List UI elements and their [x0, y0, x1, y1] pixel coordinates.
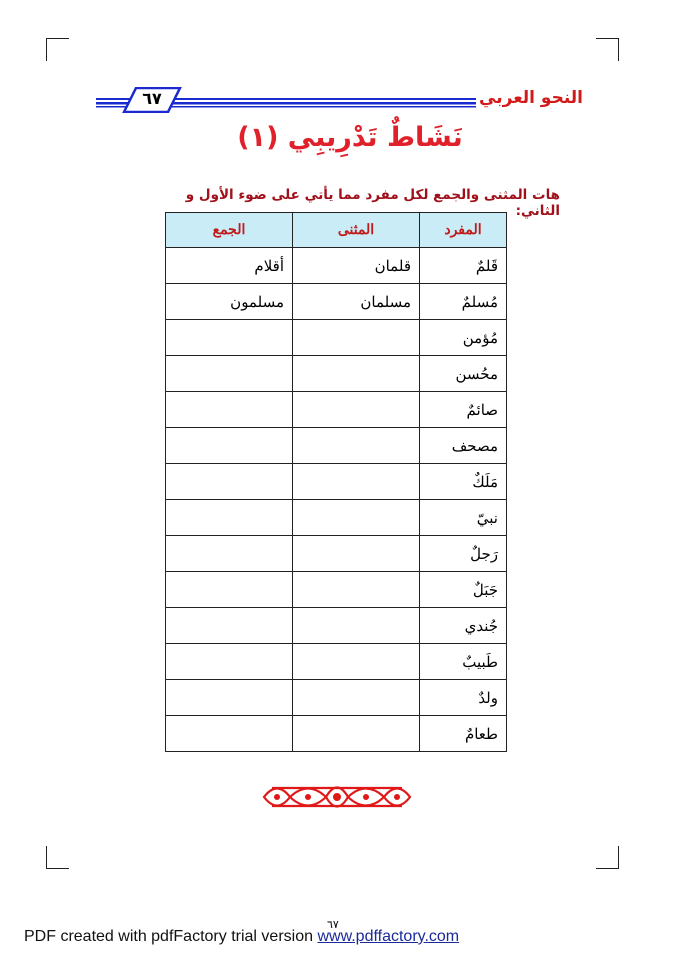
cell-dual: مسلمان [292, 283, 420, 320]
cell-singular: رَجلٌ [419, 535, 507, 572]
pdf-footer: PDF created with pdfFactory trial versio… [24, 928, 459, 946]
table-row: مُسلمٌ مسلمان مسلمون [165, 283, 507, 320]
cell-dual [292, 643, 420, 680]
cell-plural: مسلمون [165, 283, 293, 320]
cell-singular: طَبيبٌ [419, 643, 507, 680]
cell-plural [165, 319, 293, 356]
exercise-table: المفرد المثنى الجمع قَلمٌ قلمان أقلام مُسلم… [165, 212, 507, 752]
cell-singular: صائمٌ [419, 391, 507, 428]
cell-dual [292, 499, 420, 536]
activity-title: نَشَاطٌ تَدْرِيبِي (١) [237, 122, 463, 153]
cell-dual [292, 427, 420, 464]
cell-singular: قَلمٌ [419, 247, 507, 284]
cell-plural [165, 427, 293, 464]
page-number-badge [122, 87, 182, 113]
cell-dual [292, 355, 420, 392]
header-singular: المفرد [419, 212, 507, 248]
cell-singular: جُندي [419, 607, 507, 644]
table-row: مَلَكٌ [165, 463, 507, 500]
cell-plural [165, 499, 293, 536]
table-row: رَجلٌ [165, 535, 507, 572]
pdffactory-link[interactable]: www.pdffactory.com [317, 928, 460, 945]
cell-plural [165, 715, 293, 752]
cell-plural [165, 571, 293, 608]
table-row: صائمٌ [165, 391, 507, 428]
crop-mark [46, 846, 69, 869]
cell-plural [165, 355, 293, 392]
cell-plural [165, 391, 293, 428]
book-title: النحو العربي [479, 88, 583, 108]
cell-dual [292, 571, 420, 608]
header-dual: المثنى [292, 212, 420, 248]
cell-plural [165, 463, 293, 500]
cell-dual [292, 391, 420, 428]
table-row: مصحف [165, 427, 507, 464]
header-rule [96, 98, 476, 108]
cell-plural [165, 679, 293, 716]
cell-plural [165, 535, 293, 572]
cell-singular: مَلَكٌ [419, 463, 507, 500]
instruction-text: هات المثنى والجمع لكل مفرد مما يأتي على … [185, 187, 560, 219]
cell-dual [292, 715, 420, 752]
table-row: ولدٌ [165, 679, 507, 716]
cell-singular: طعامٌ [419, 715, 507, 752]
table-row: طعامٌ [165, 715, 507, 752]
table-row: جَبَلٌ [165, 571, 507, 608]
cell-dual: قلمان [292, 247, 420, 284]
cell-plural: أقلام [165, 247, 293, 284]
ornament [262, 786, 412, 808]
footer-page-mark: ٦٧ [327, 918, 339, 931]
crop-mark [596, 846, 619, 869]
cell-dual [292, 319, 420, 356]
table-row: مُؤمن [165, 319, 507, 356]
cell-singular: جَبَلٌ [419, 571, 507, 608]
cell-singular: مُؤمن [419, 319, 507, 356]
footer-text: PDF created with pdfFactory trial versio… [24, 928, 313, 945]
cell-singular: نبيّ [419, 499, 507, 536]
crop-mark [46, 38, 69, 61]
cell-plural [165, 643, 293, 680]
cell-singular: ولدٌ [419, 679, 507, 716]
cell-singular: مصحف [419, 427, 507, 464]
table-row: جُندي [165, 607, 507, 644]
cell-singular: محُسن [419, 355, 507, 392]
cell-dual [292, 607, 420, 644]
table-row: نبيّ [165, 499, 507, 536]
cell-dual [292, 679, 420, 716]
cell-dual [292, 535, 420, 572]
table-row: محُسن [165, 355, 507, 392]
header-plural: الجمع [165, 212, 293, 248]
crop-mark [596, 38, 619, 61]
table-row: طَبيبٌ [165, 643, 507, 680]
table-row: قَلمٌ قلمان أقلام [165, 247, 507, 284]
cell-plural [165, 607, 293, 644]
cell-singular: مُسلمٌ [419, 283, 507, 320]
page-number: ٦٧ [142, 89, 162, 108]
cell-dual [292, 463, 420, 500]
